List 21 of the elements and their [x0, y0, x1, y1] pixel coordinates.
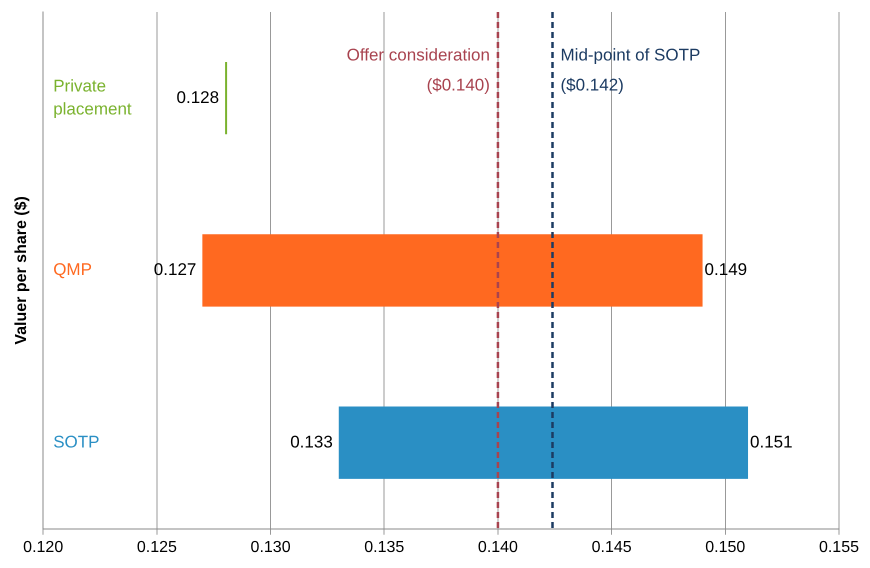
x-tick-label: 0.140 — [478, 538, 518, 556]
annotation: 0.128 — [176, 88, 220, 107]
annotation: 0.151 — [750, 432, 793, 452]
bar — [202, 234, 703, 307]
annotation: 0.127 — [154, 260, 196, 280]
y-axis-title: Valuer per share ($) — [13, 196, 30, 345]
x-tick-label: 0.145 — [592, 538, 632, 556]
ref-line-label: Mid-point of SOTP ($0.142) — [560, 46, 700, 95]
y-tick-label: SOTP — [53, 432, 100, 452]
bar — [338, 406, 748, 479]
x-tick-label: 0.120 — [23, 538, 64, 556]
x-tick-label: 0.150 — [705, 538, 746, 556]
annotation: 0.149 — [704, 260, 748, 280]
y-tick-label: Private placement — [53, 76, 132, 118]
y-tick-label: QMP — [53, 260, 92, 280]
annotation: 0.133 — [290, 432, 333, 452]
x-tick-label: 0.135 — [364, 538, 404, 556]
x-tick-label: 0.155 — [818, 538, 860, 556]
x-tick-label: 0.125 — [136, 538, 177, 556]
ref-line-label: Offer consideration ($0.140) — [346, 46, 490, 95]
x-tick-label: 0.130 — [250, 538, 291, 556]
